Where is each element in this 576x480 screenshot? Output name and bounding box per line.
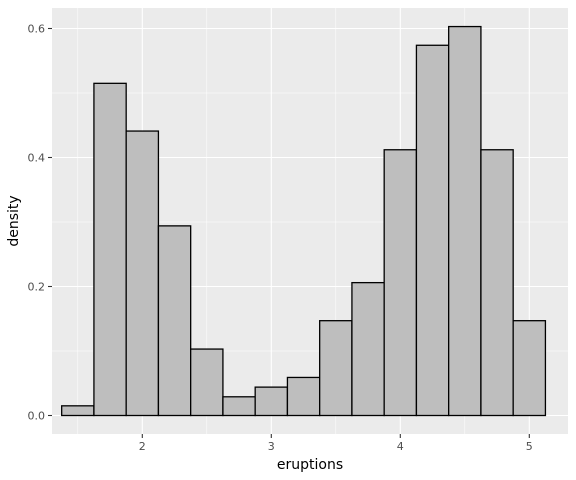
x-tick-label: 5 [526,440,533,453]
y-tick-label: 0.6 [28,23,46,36]
histogram-bar [512,320,547,417]
y-tick-label: 0.0 [28,410,46,423]
y-axis-title: density [6,195,22,246]
histogram-bar [190,348,224,417]
x-tick-label: 2 [139,440,146,453]
x-axis-title: eruptions [277,457,343,473]
histogram-bar [319,320,353,417]
histogram-bar [448,25,482,417]
histogram-bar [125,130,160,417]
histogram-bar [93,82,127,417]
histogram-bar [383,149,418,417]
histogram-bar [61,405,95,417]
x-tick-label: 4 [397,440,404,453]
y-tick-label: 0.4 [28,152,46,165]
y-axis: 0.0 0.2 0.4 0.6 [28,23,52,423]
y-tick-label: 0.2 [28,281,46,294]
histogram-bars [61,25,547,417]
x-axis: 2 3 4 5 [139,434,533,453]
histogram-bar [286,376,321,417]
x-tick-label: 3 [268,440,275,453]
histogram-bar [415,44,450,417]
histogram-bar [222,396,256,417]
histogram-bar [157,225,192,417]
histogram-bar [351,281,385,417]
histogram-bar [480,149,514,417]
histogram-bar [254,386,289,417]
